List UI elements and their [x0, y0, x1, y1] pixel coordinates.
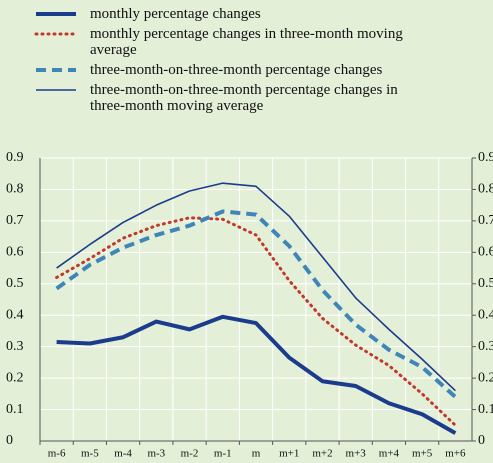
legend-label: monthly percentage changes in three-mont… — [90, 26, 403, 58]
x-tick-label: m+2 — [312, 448, 332, 460]
x-tick-label: m-2 — [181, 448, 199, 460]
x-tick-label: m-1 — [214, 448, 232, 460]
legend-swatch — [36, 68, 76, 72]
legend-swatch — [36, 89, 76, 91]
legend-entry: three-month-on-three-month percentage ch… — [0, 82, 420, 114]
legend-label: monthly percentage changes — [90, 6, 261, 22]
x-tick-label: m+5 — [412, 448, 433, 460]
x-tick-label: m — [252, 448, 261, 460]
y2-tick-label: 0.8 — [478, 182, 493, 197]
x-tick-label: m-5 — [81, 448, 99, 460]
series-line — [56, 182, 456, 392]
x-tick-label: m-6 — [48, 448, 66, 460]
y2-tick-label: 0.9 — [478, 150, 493, 165]
legend-entry: three-month-on-three-month percentage ch… — [0, 62, 420, 78]
y-tick-label: 0 — [6, 433, 13, 448]
series-line — [55, 209, 457, 399]
y-tick-label: 0.4 — [6, 307, 24, 322]
x-tick-label: m+4 — [379, 448, 400, 460]
y2-tick-label: 0.3 — [478, 339, 493, 354]
series-line — [56, 314, 457, 435]
y-tick-label: 0.8 — [6, 182, 24, 197]
legend-entry: monthly percentage changes — [0, 6, 420, 22]
y-tick-label: 0.2 — [6, 370, 24, 385]
y-tick-label: 0.6 — [6, 245, 24, 260]
y2-tick-label: 0.7 — [478, 213, 493, 228]
y-tick-label: 0.5 — [6, 276, 24, 291]
legend-swatch — [34, 32, 78, 36]
y2-tick-label: 0.2 — [478, 370, 493, 385]
x-tick-label: m+3 — [346, 448, 367, 460]
x-tick-label: m+1 — [279, 448, 299, 460]
series-line — [55, 216, 457, 427]
y2-tick-label: 0.6 — [478, 245, 493, 260]
y2-tick-label: 0.1 — [478, 402, 493, 417]
y-tick-label: 0.3 — [6, 339, 24, 354]
y2-tick-label: 0.5 — [478, 276, 493, 291]
x-tick-label: m+6 — [445, 448, 466, 460]
legend-label: three-month-on-three-month percentage ch… — [90, 62, 383, 78]
y2-tick-label: 0.4 — [478, 307, 493, 322]
x-tick-label: m-4 — [114, 448, 132, 460]
y-tick-label: 0.1 — [6, 402, 24, 417]
y-tick-label: 0.7 — [6, 213, 24, 228]
legend-entry: monthly percentage changes in three-mont… — [0, 26, 420, 58]
x-tick-label: m-3 — [147, 448, 165, 460]
y2-tick-label: 0 — [478, 433, 485, 448]
y-tick-label: 0.9 — [6, 150, 24, 165]
legend-swatch — [36, 12, 76, 16]
legend: monthly percentage changes monthly percen… — [0, 6, 493, 118]
legend-label: three-month-on-three-month percentage ch… — [90, 82, 398, 114]
